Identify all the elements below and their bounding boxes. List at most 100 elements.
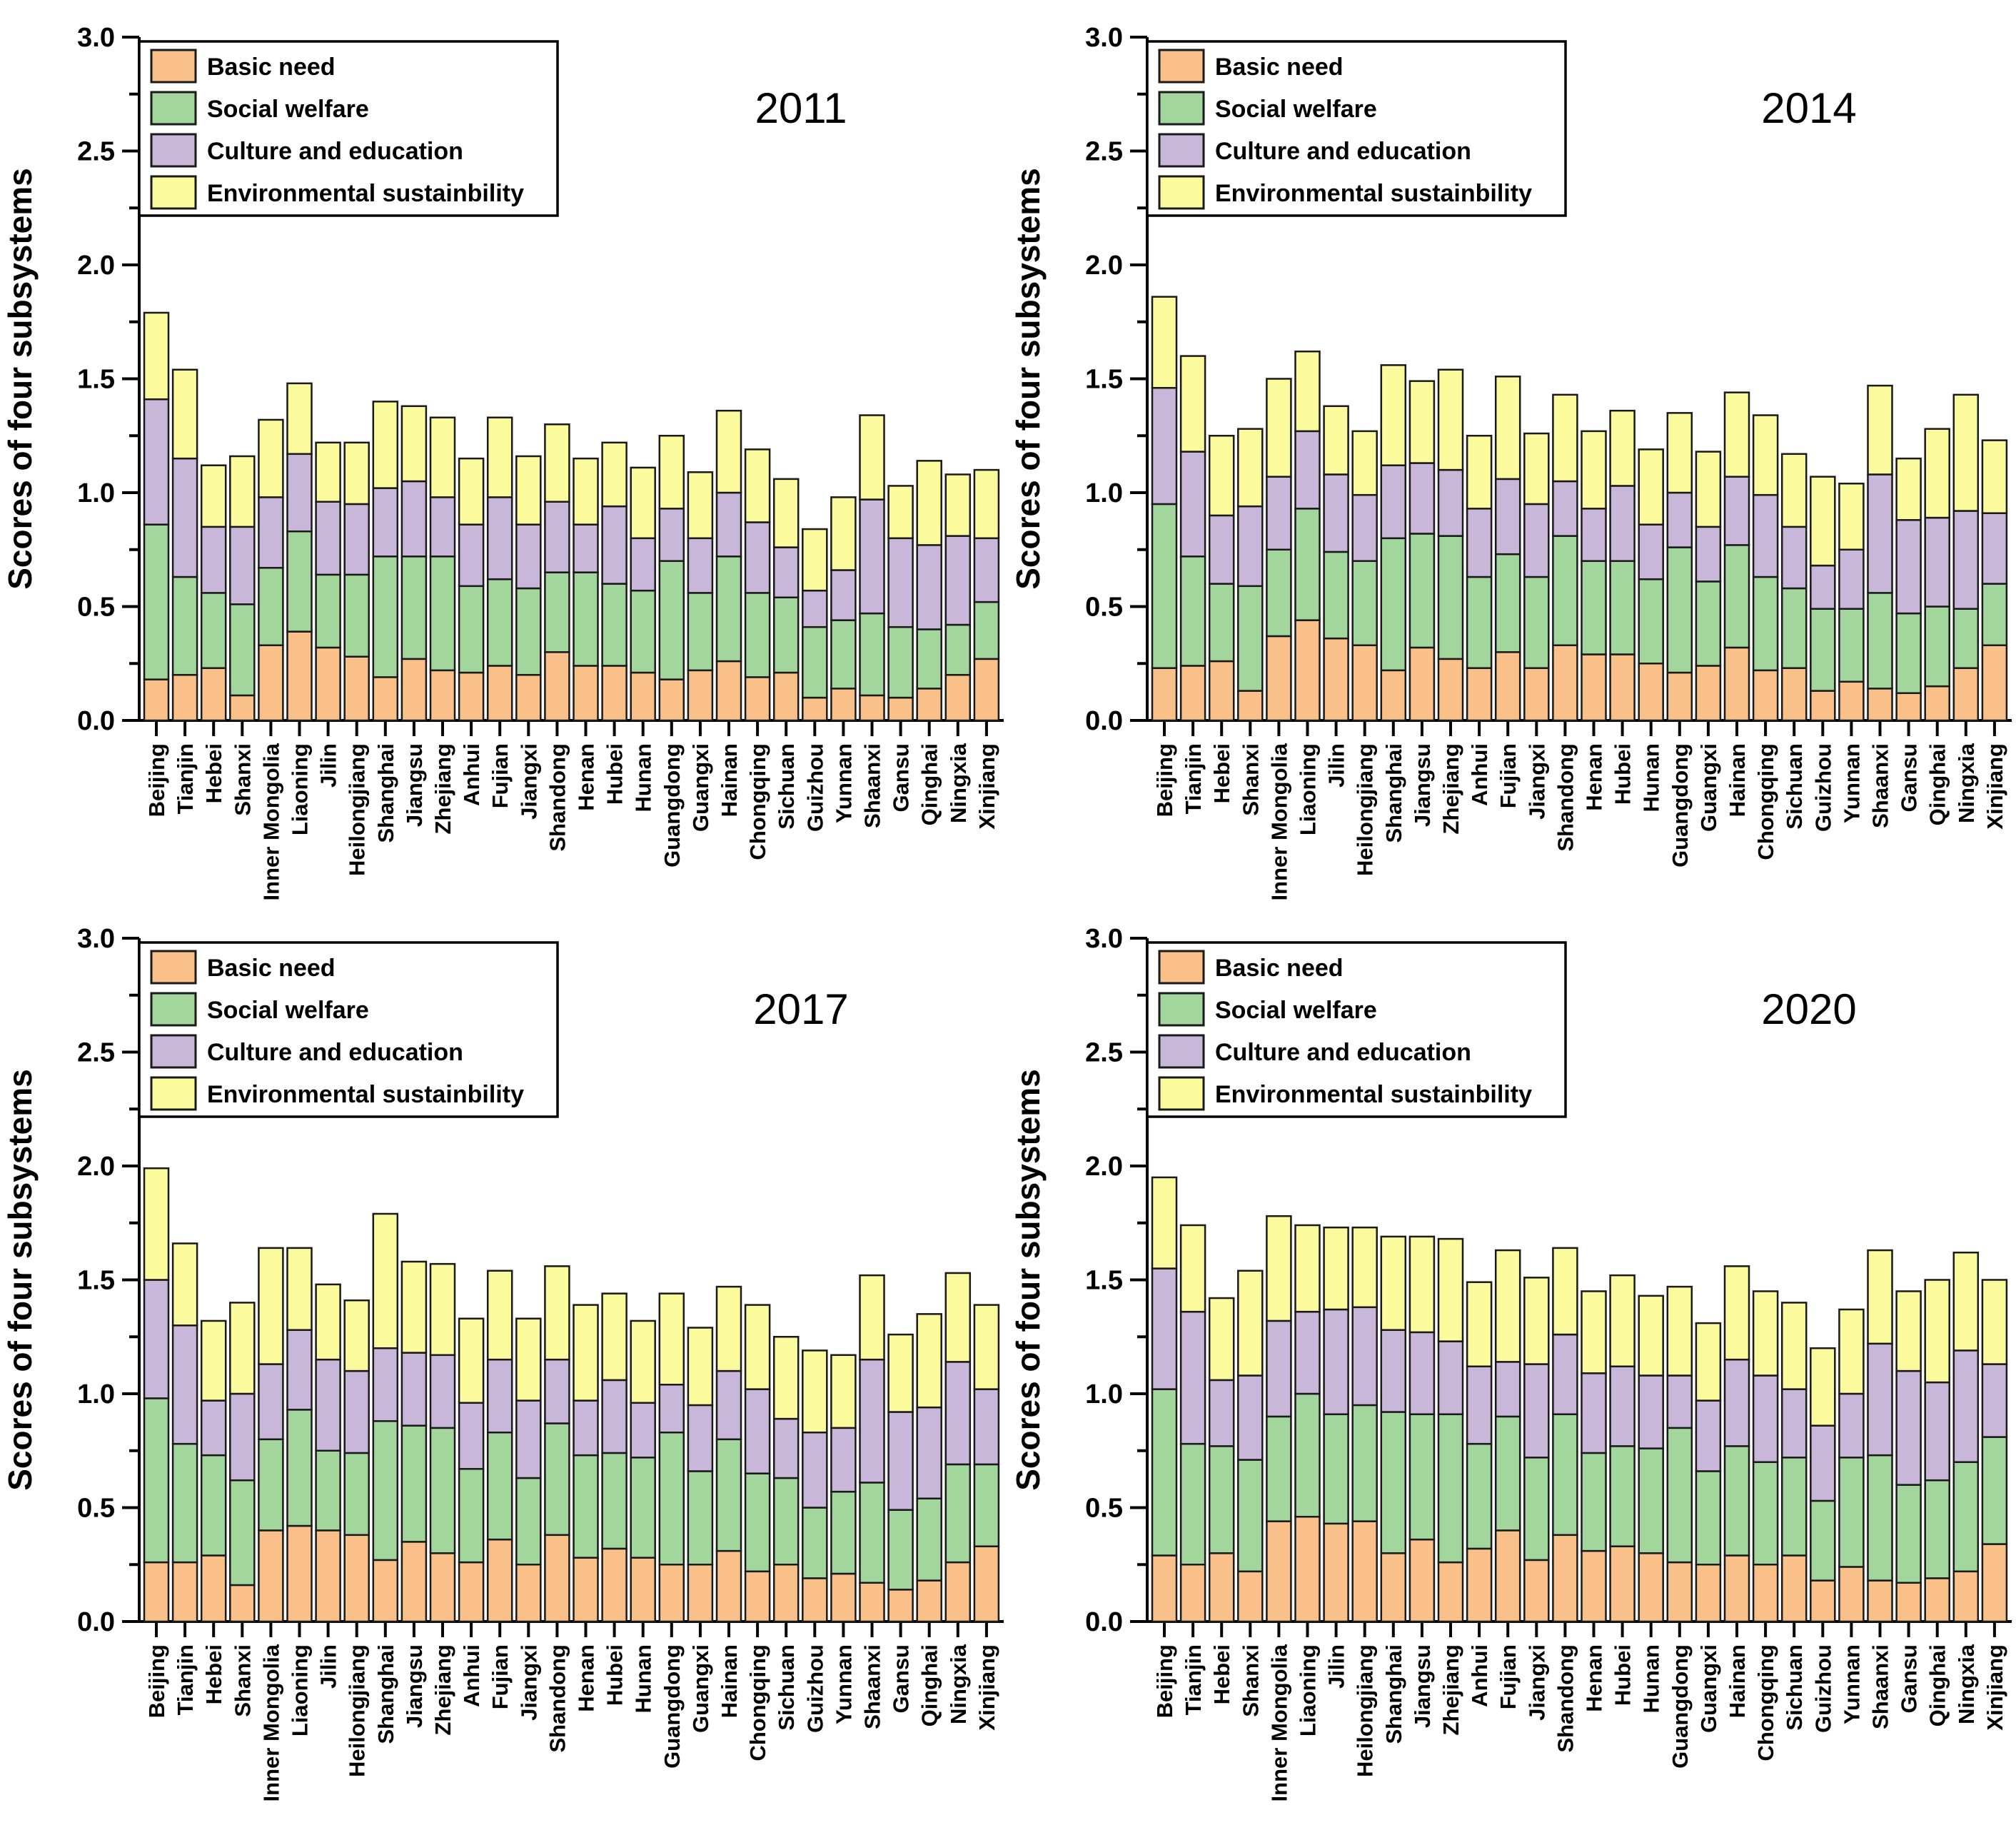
x-tick-label: Xinjiang	[974, 1644, 999, 1731]
y-tick-label: 0.0	[1085, 1607, 1123, 1637]
y-axis-title: Scores of four subsystems	[1, 1069, 39, 1491]
bar-segment-basic_need	[1408, 1538, 1436, 1623]
x-tick-label: Hebei	[201, 1644, 226, 1704]
bar-segment-culture_education	[802, 589, 828, 628]
x-tick-label: Guangdong	[660, 1644, 685, 1769]
bar-segment-environmental	[429, 1262, 456, 1357]
bar-segment-culture_education	[1466, 1365, 1493, 1445]
bar-segment-environmental	[1552, 1247, 1578, 1336]
bar-segment-environmental	[429, 416, 456, 498]
bar-segment-basic_need	[1666, 1561, 1693, 1623]
bar-segment-culture_education	[1952, 1349, 1980, 1463]
bar-segment-culture_education	[200, 526, 227, 594]
bar-segment-basic_need	[258, 644, 284, 722]
x-tick-label: Ningxia	[1954, 743, 1979, 823]
bar-segment-culture_education	[1609, 485, 1636, 562]
bar-segment-culture_education	[1752, 1374, 1779, 1463]
x-tick-label: Hebei	[1209, 1644, 1234, 1704]
bar-segment-culture_education	[1810, 564, 1836, 610]
bar-segment-culture_education	[200, 1399, 227, 1457]
bar-segment-culture_education	[1294, 430, 1321, 510]
bar-segment-social_welfare	[1666, 546, 1693, 674]
bar-segment-basic_need	[1237, 690, 1264, 722]
legend-swatch-environmental	[1158, 175, 1205, 210]
bar-segment-social_welfare	[544, 1422, 570, 1537]
legend-swatch-culture_education	[150, 133, 197, 168]
bar-segment-environmental	[1581, 430, 1607, 510]
bar-segment-social_welfare	[802, 625, 828, 699]
bar-segment-culture_education	[1466, 508, 1493, 578]
x-tick-label: Anhui	[1467, 1644, 1492, 1707]
bar-segment-culture_education	[1838, 1392, 1865, 1459]
bar-segment-social_welfare	[458, 1468, 485, 1564]
bar-segment-basic_need	[630, 1557, 656, 1623]
legend-swatch-basic_need	[1158, 49, 1205, 84]
bar-segment-culture_education	[1380, 1329, 1407, 1413]
bar-segment-basic_need	[830, 1572, 857, 1623]
bar-segment-social_welfare	[286, 530, 313, 633]
bar-segment-social_welfare	[887, 625, 914, 699]
bar-segment-culture_education	[143, 1279, 170, 1399]
year-label: 2020	[1761, 985, 1856, 1033]
bar-segment-basic_need	[887, 1589, 914, 1623]
bar-segment-basic_need	[143, 678, 170, 722]
bar-segment-culture_education	[1351, 1306, 1378, 1407]
bar-segment-basic_need	[1266, 1520, 1292, 1623]
y-tick-label: 1.0	[1085, 1379, 1123, 1409]
bar-segment-culture_education	[486, 496, 513, 580]
bar-segment-basic_need	[772, 671, 800, 722]
bar-segment-basic_need	[1466, 1547, 1493, 1623]
bar-segment-environmental	[258, 418, 284, 498]
bar-segment-basic_need	[1323, 1522, 1349, 1623]
bar-segment-environmental	[1266, 378, 1292, 478]
x-tick-label: Chongqing	[745, 743, 770, 860]
bar-segment-environmental	[1179, 1224, 1206, 1313]
bar-segment-culture_education	[1208, 1379, 1235, 1447]
bar-segment-social_welfare	[544, 571, 570, 653]
bar-segment-environmental	[343, 1299, 370, 1372]
bar-segment-culture_education	[1924, 1381, 1950, 1482]
legend-swatch-environmental	[1158, 1076, 1205, 1111]
bar-segment-environmental	[573, 1304, 599, 1402]
bar-segment-social_welfare	[1752, 1461, 1779, 1566]
bar-segment-social_welfare	[916, 1497, 942, 1582]
bar-segment-environmental	[458, 1317, 485, 1404]
x-tick-label: Heilongjiang	[1353, 743, 1378, 876]
x-tick-label: Hainan	[1725, 743, 1750, 817]
bar-segment-basic_need	[229, 1584, 256, 1623]
bar-segment-culture_education	[687, 537, 714, 594]
bar-segment-basic_need	[1666, 671, 1693, 722]
x-tick-label: Shandong	[1553, 743, 1578, 852]
bar-segment-environmental	[1294, 1224, 1321, 1313]
bar-segment-basic_need	[372, 676, 399, 722]
bar-segment-environmental	[944, 473, 972, 537]
bar-segment-basic_need	[258, 1529, 284, 1623]
x-tick-label: Hubei	[603, 743, 628, 805]
bar-segment-environmental	[1638, 448, 1664, 526]
bar-segment-culture_education	[1924, 516, 1950, 608]
bar-segment-environmental	[772, 478, 800, 548]
bar-segment-environmental	[544, 423, 570, 503]
bar-segment-environmental	[830, 496, 857, 571]
x-tick-label: Inner Mongolia	[1266, 743, 1291, 900]
bar-segment-culture_education	[944, 535, 972, 626]
bar-segment-basic_need	[1466, 667, 1493, 722]
bar-segment-environmental	[486, 416, 513, 498]
bar-segment-social_welfare	[1351, 560, 1378, 646]
y-tick-label: 2.5	[77, 137, 115, 167]
x-tick-label: Sichuan	[774, 1644, 799, 1731]
bar-segment-culture_education	[315, 501, 341, 576]
y-tick-label: 2.0	[77, 251, 115, 281]
y-tick-label: 1.5	[77, 1266, 115, 1296]
bar-segment-social_welfare	[1552, 1413, 1578, 1537]
bar-segment-basic_need	[400, 658, 428, 722]
bar-segment-culture_education	[1723, 476, 1750, 546]
x-tick-label: Zhejiang	[430, 743, 455, 834]
bar-segment-social_welfare	[343, 573, 370, 658]
legend-label-social_welfare: Social welfare	[207, 96, 369, 123]
bar-segment-basic_need	[1494, 1529, 1521, 1623]
bar-segment-environmental	[315, 1283, 341, 1361]
bar-segment-social_welfare	[687, 1470, 714, 1566]
bar-segment-social_welfare	[1208, 1445, 1235, 1554]
y-tick-label: 2.0	[1085, 251, 1123, 281]
